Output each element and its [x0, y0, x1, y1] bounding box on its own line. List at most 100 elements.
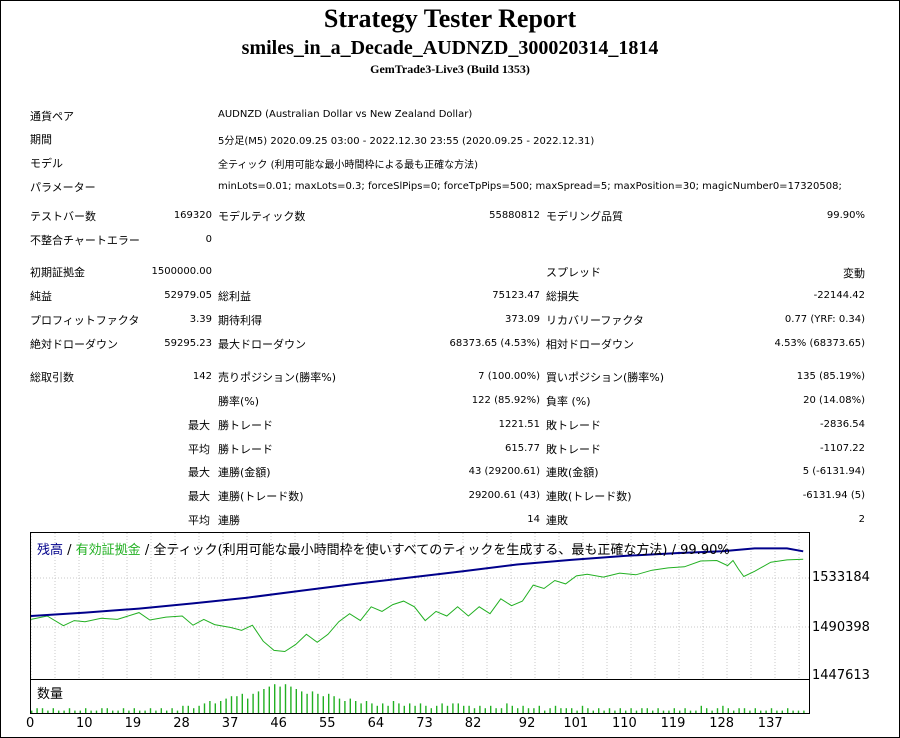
stat-label-recovery: リカバリーファクタ: [546, 314, 644, 327]
server-build: GemTrade3-Live3 (Build 1353): [370, 62, 530, 76]
volume-bar: [706, 708, 708, 713]
volume-bar: [171, 708, 173, 713]
volume-bar: [209, 701, 211, 713]
volume-bar: [657, 708, 659, 713]
volume-bar: [787, 708, 789, 713]
volume-bar: [349, 698, 351, 713]
stat-label-avg-word-2: 平均: [188, 514, 210, 527]
volume-bar: [133, 708, 135, 713]
stat-label-max-dd: 最大ドローダウン: [218, 338, 306, 351]
x-tick-label: 92: [518, 716, 536, 731]
volume-bar: [452, 703, 454, 713]
volume-bar: [58, 710, 60, 713]
volume-bar: [117, 710, 119, 713]
volume-bar: [36, 708, 38, 713]
volume-bar: [576, 710, 578, 713]
x-tick-label: 128: [709, 716, 735, 731]
volume-bar: [203, 703, 206, 713]
x-tick-label: 137: [757, 716, 783, 731]
volume-bar: [166, 710, 168, 713]
stat-value-largest-loss: -2836.54: [820, 419, 865, 430]
volume-bar: [101, 708, 103, 713]
x-tick-label: 28: [173, 716, 190, 731]
volume-bar: [673, 708, 675, 713]
volume-bar: [495, 708, 497, 713]
stat-label-mismatch: 不整合チャートエラー: [30, 234, 140, 247]
volume-bar: [716, 708, 719, 713]
volume-bar: [198, 705, 200, 713]
volume-bar: [149, 708, 152, 713]
y-tick-label: 1447613: [812, 668, 870, 683]
volume-bar: [646, 708, 648, 713]
volume-bar: [630, 708, 632, 713]
volume-bar: [176, 710, 179, 713]
volume-bar: [236, 696, 238, 713]
volume-bar: [668, 710, 670, 713]
volume-bar: [722, 705, 724, 713]
volume-bar: [376, 705, 378, 713]
volume-bar: [333, 696, 335, 713]
volume-bar: [284, 684, 287, 713]
volume-bar: [328, 693, 330, 713]
stat-label-gross-loss: 総損失: [546, 290, 579, 303]
volume-bar: [371, 703, 373, 713]
volume-bar: [295, 689, 297, 713]
volume-bar: [538, 705, 540, 713]
stat-label-max-cons-lossamt: 連敗(トレード数): [546, 490, 632, 503]
volume-bar: [90, 710, 92, 713]
volume-bar: [533, 708, 535, 713]
stat-value-avg-cons-loss: 2: [858, 514, 865, 525]
x-tick-label: 0: [26, 716, 35, 731]
volume-bar: [770, 708, 773, 713]
volume-bar: [257, 691, 260, 713]
stat-value-largest-win: 1221.51: [498, 419, 540, 430]
volume-bar: [252, 693, 254, 713]
stat-label-win: 勝率(%): [218, 395, 260, 408]
stat-label-avg-loss: 敗トレード: [546, 443, 601, 456]
volume-bar: [41, 708, 44, 713]
stat-value-rel-dd: 4.53% (68373.65): [774, 338, 865, 349]
volume-bar: [128, 710, 130, 713]
volume-bar: [392, 701, 395, 713]
volume-bar: [274, 684, 276, 713]
stat-value-quality: 99.90%: [826, 210, 865, 221]
volume-bar: [511, 705, 513, 713]
volume-bar: [139, 710, 141, 713]
volume-bar: [517, 708, 519, 713]
stat-label-largest-win: 勝トレード: [218, 419, 273, 432]
volume-bar: [193, 708, 195, 713]
volume-bar: [409, 703, 411, 713]
volume-bar: [403, 705, 405, 713]
stat-value-net: 52979.05: [164, 290, 212, 301]
settings-label-period: 期間: [30, 133, 52, 146]
volume-bar: [360, 703, 362, 713]
volume-bar: [106, 708, 108, 713]
volume-bar: [182, 705, 184, 713]
stat-label-quality: モデリング品質: [546, 210, 623, 223]
stat-label-max-word-1: 最大: [188, 419, 210, 432]
volume-bar: [457, 703, 459, 713]
volume-bar: [306, 693, 308, 713]
volume-bar: [797, 710, 800, 713]
volume-bar: [781, 710, 783, 713]
volume-bar: [52, 708, 54, 713]
volume-bar: [689, 710, 692, 713]
volume-bar: [155, 710, 157, 713]
report-title: Strategy Tester Report: [323, 4, 577, 33]
stat-value-pf: 3.39: [189, 314, 212, 325]
stat-value-gross-loss: -22144.42: [813, 290, 865, 301]
x-tick-label: 10: [76, 716, 93, 731]
stat-value-max-cons-lossamt: -6131.94 (5): [802, 490, 865, 501]
stat-value-mismatch: 0: [205, 234, 212, 245]
volume-bar: [68, 708, 71, 713]
volume-bar: [652, 710, 654, 713]
stat-value-short: 7 (100.00%): [478, 371, 540, 382]
volume-bar: [112, 710, 114, 713]
settings-label-params: パラメーター: [30, 181, 96, 194]
volume-bar: [500, 708, 503, 713]
volume-bar: [614, 710, 616, 713]
volume-bar: [754, 708, 756, 713]
stat-label-max-cons-profit: 連勝(トレード数): [218, 490, 304, 503]
volume-bar: [803, 710, 805, 713]
stat-value-max-cons-win: 43 (29200.61): [468, 466, 540, 477]
